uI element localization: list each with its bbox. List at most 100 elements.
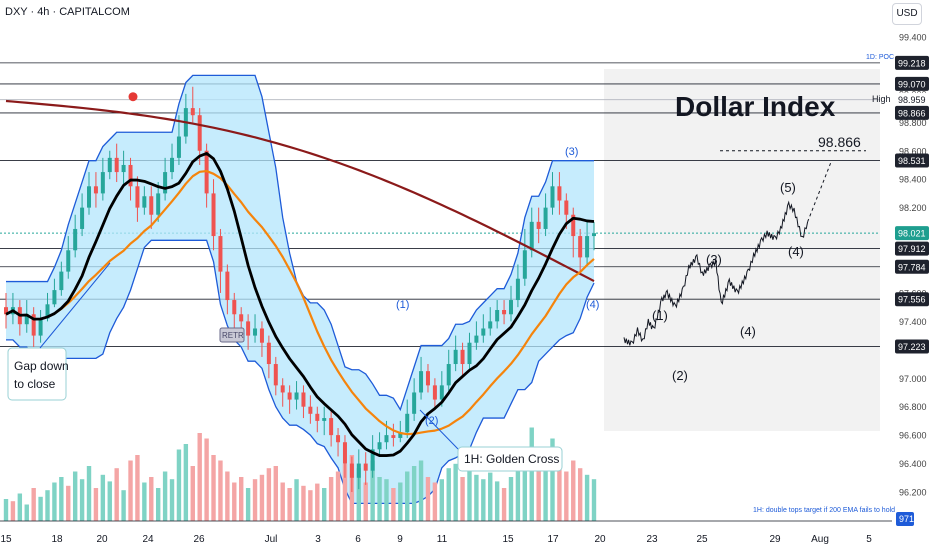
price-label-bg	[895, 241, 929, 256]
candle-body	[405, 413, 410, 433]
candle-body	[412, 392, 417, 414]
y-tick-label: 96.800	[899, 402, 927, 412]
volume-bar	[384, 479, 389, 521]
candle-body	[266, 342, 271, 365]
volume-bar	[52, 482, 57, 521]
volume-bar	[232, 482, 237, 521]
wave-label-projection: (4)	[740, 324, 756, 339]
candle-body	[301, 392, 306, 407]
candle-body	[508, 300, 513, 315]
price-label-bg	[895, 339, 929, 354]
volume-bar	[425, 477, 431, 521]
candle-body	[176, 136, 181, 158]
volume-bar	[391, 488, 396, 521]
volume-bar	[239, 477, 244, 521]
volume-bar	[522, 449, 528, 521]
volume-bar	[411, 466, 417, 521]
candle-body	[377, 442, 382, 450]
x-tick-label: 18	[51, 534, 63, 545]
candle-body	[170, 157, 175, 173]
candle-body	[107, 157, 112, 173]
candle-body	[218, 236, 223, 272]
candle-body	[52, 290, 57, 305]
volume-bars	[3, 427, 597, 521]
wave-label-chart: (4)	[586, 299, 599, 311]
candle-body	[66, 250, 71, 272]
candle-body	[398, 432, 403, 438]
volume-bar	[190, 466, 195, 521]
volume-bar	[557, 466, 562, 521]
price-label-bg	[895, 153, 929, 168]
candle-body	[536, 221, 541, 229]
callout-golden-box	[457, 446, 563, 472]
candle-body	[38, 318, 43, 336]
x-tick-label: 24	[142, 534, 154, 545]
candle-body	[322, 418, 327, 421]
ema-200-line	[5, 99, 595, 283]
volume-bar	[322, 488, 327, 521]
volume-bar	[543, 457, 548, 521]
price-label-bg	[895, 92, 929, 107]
ema-slow-line	[5, 169, 595, 436]
note-double-tops: 1H: double tops target if 200 EMA fails …	[753, 507, 895, 514]
price-label-bg	[895, 259, 929, 274]
candle-body	[439, 385, 444, 400]
volume-bar	[204, 438, 209, 521]
x-tick-label: 3	[315, 534, 321, 545]
volume-bar	[467, 470, 472, 521]
y-tick-label: 99.400	[899, 33, 927, 43]
candle-body	[522, 250, 527, 279]
x-tick-label: 5	[866, 534, 872, 545]
volume-bar	[494, 481, 500, 521]
volume-bar	[135, 455, 140, 521]
price-label-bg	[895, 226, 929, 241]
volume-bar	[24, 504, 29, 521]
candle-body	[495, 310, 500, 322]
candle-body	[59, 271, 64, 291]
volume-bar	[564, 471, 569, 521]
volume-bar	[86, 466, 92, 521]
candle-body	[114, 157, 119, 173]
callout-gap-line2: to close	[14, 377, 56, 391]
volume-bar	[31, 488, 36, 521]
wave-label-projection: (5)	[780, 180, 796, 195]
candle-body	[142, 196, 147, 208]
candle-body	[543, 207, 548, 229]
candle-body	[128, 164, 133, 187]
x-tick-label: 25	[696, 534, 708, 545]
price-levels: 99.218 99.070 98.959 98.866 98.531 98.021 97.9…	[0, 55, 929, 354]
ema-mid-line	[5, 152, 595, 457]
moving-averages	[5, 99, 595, 457]
y-tick-label: 98.200	[899, 203, 927, 213]
candle-body	[474, 335, 479, 343]
volume-bar	[245, 488, 251, 521]
callout-golden-cross: 1H: Golden Cross	[464, 452, 559, 466]
currency-button[interactable]: USD	[892, 3, 922, 25]
candle-body	[24, 314, 29, 325]
volume-bar	[577, 468, 583, 521]
candle-body	[190, 108, 195, 116]
volume-bar	[591, 479, 597, 521]
projection-panel	[604, 69, 880, 431]
y-tick-label: 98.600	[899, 146, 927, 156]
candle-body	[592, 233, 596, 237]
x-tick-label: 20	[96, 534, 108, 545]
price-label-bg	[895, 76, 929, 91]
candle-body	[384, 435, 389, 443]
wave-label-chart: (1)	[396, 299, 409, 311]
candle-body	[163, 172, 168, 194]
candle-body	[425, 371, 430, 386]
price-label: 98.021	[898, 229, 926, 239]
volume-bar	[266, 468, 272, 521]
peak-marker	[128, 92, 138, 102]
volume-bar	[398, 482, 403, 521]
candle-body	[453, 349, 458, 365]
price-label-bg	[895, 105, 929, 120]
volume-bar	[294, 479, 299, 521]
volume-bar	[584, 474, 590, 521]
volume-bar	[280, 482, 285, 521]
candle-body	[446, 364, 451, 386]
candle-body	[197, 115, 202, 151]
